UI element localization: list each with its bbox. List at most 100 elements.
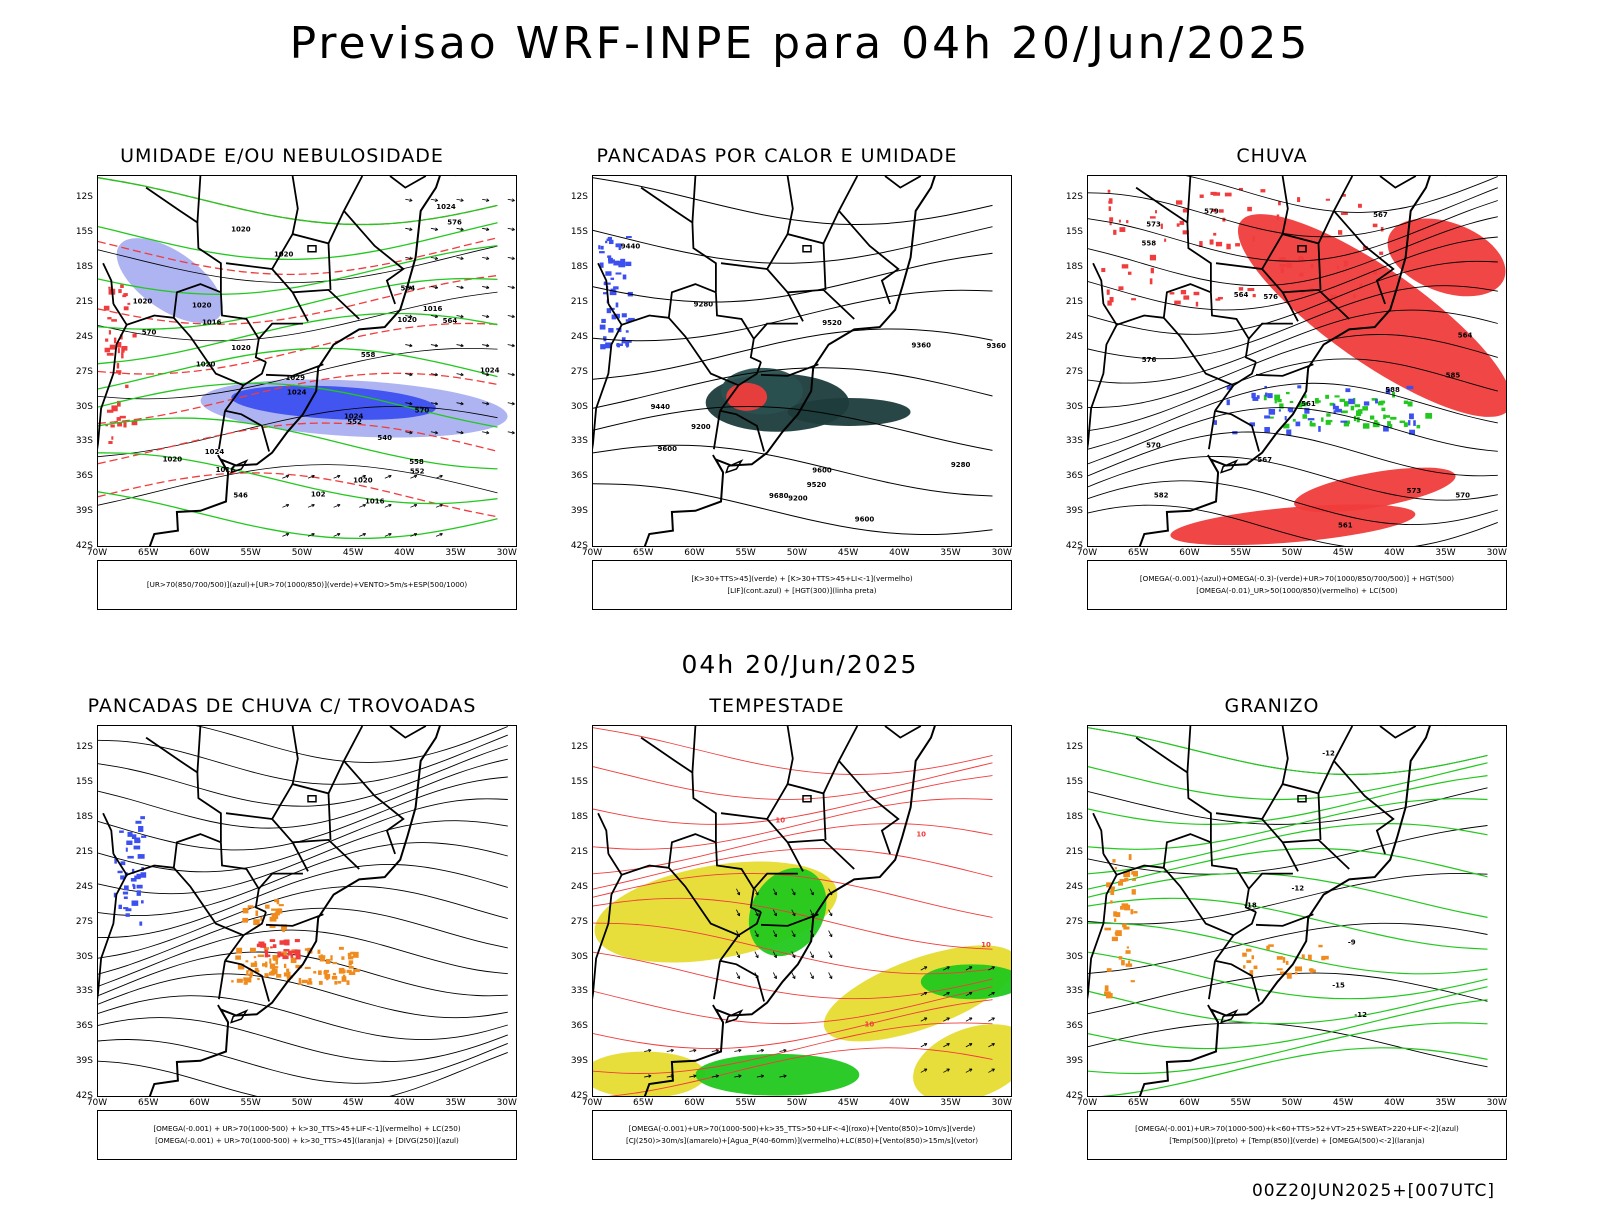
streamline-500hpa [1088, 309, 1498, 384]
contour-label: -9 [1348, 939, 1356, 947]
reservoir-outline [1297, 795, 1307, 803]
humidity-band-dark [231, 385, 436, 420]
wind-vector [711, 1075, 719, 1078]
divergence-pixels [122, 891, 129, 895]
wind-vector [482, 198, 490, 202]
showers-pixels [257, 954, 265, 958]
country-border [291, 288, 360, 322]
contour-label: 9680 [769, 492, 789, 500]
country-border [1379, 176, 1417, 189]
wind-vector [920, 1017, 928, 1022]
temperature-850hpa [1088, 798, 1488, 850]
wind-vector [693, 1048, 697, 1053]
latitude-tick-label: 15S [75, 777, 93, 788]
showers-pixels [231, 980, 234, 983]
rain-pixels [1298, 256, 1303, 263]
showers-pixels [275, 958, 279, 965]
red-pixels [104, 347, 110, 353]
rain-pixels [1109, 217, 1114, 222]
latitude-tick-label: 21S [570, 846, 588, 857]
wind-vector [507, 286, 515, 289]
wind-vector [384, 504, 392, 508]
latitude-tick-label: 42S [570, 1091, 588, 1101]
wind-vector [409, 314, 413, 319]
wind-vector [456, 402, 464, 405]
showers-pixels [269, 963, 276, 969]
lifted-index-pixels [625, 261, 632, 267]
country-border [1186, 176, 1192, 223]
lake-outline [229, 459, 249, 474]
streamline-250hpa [98, 864, 508, 939]
red-pixels [122, 294, 127, 298]
wind-vector [507, 344, 515, 347]
map-area: 588 585 582 579 576 573 570 567 564 561 558 576 573 5… [1087, 175, 1507, 547]
thunderstorm-pixels [283, 949, 290, 952]
wind-vector [405, 431, 413, 434]
wind-vector [943, 1017, 950, 1022]
streamline-250hpa [98, 907, 508, 975]
country-border [1248, 322, 1293, 340]
latitude-tick-label: 42S [75, 541, 93, 551]
country-border [667, 283, 739, 387]
showers-pixels [348, 962, 352, 966]
map-svg: 9680 9600 9520 9440 9360 9600 9520 9440 9360 9280… [593, 176, 1006, 546]
longitude-tick-label: 50W [786, 548, 808, 558]
omega-strong-pixels [1325, 394, 1330, 399]
omega-strong-pixels [1341, 410, 1348, 414]
wind-vector [409, 285, 413, 290]
country-border [258, 322, 303, 340]
longitude-tick-label: 30W [1486, 1098, 1507, 1108]
legend-line-1: [K>30+TTS>45](verde) + [K>30+TTS>45+LI<-… [691, 574, 913, 583]
lifted-index-pixels [625, 330, 629, 333]
longitude-tick-label: 40W [394, 1098, 415, 1108]
latitude-tick-label: 36S [570, 1021, 588, 1032]
rain-pixels [1108, 198, 1113, 204]
wind-vector [282, 533, 289, 537]
wind-vector [507, 373, 515, 376]
rain-pixels [1106, 289, 1110, 295]
wind-vector [773, 933, 777, 938]
streamline-500hpa [1088, 236, 1498, 311]
panel-hail: GRANIZO -12 -12 -12 -15 -18 -9 12S 15S 18S 21S 24… [1037, 695, 1507, 1210]
wind-vector [791, 972, 796, 979]
wind-vector [307, 533, 315, 537]
omega-500-pixels [1119, 879, 1126, 882]
lake-outline [1219, 1009, 1239, 1024]
divergence-pixels [127, 855, 134, 859]
wind-vector [434, 198, 439, 202]
country-border [712, 454, 724, 473]
humidity-contour [98, 382, 498, 428]
wind-vector [791, 930, 796, 938]
wind-vector [337, 474, 341, 479]
lifted-index-pixels [616, 342, 620, 348]
longitude-tick-label: 70W [581, 548, 603, 558]
omega-weak-pixels [1340, 420, 1348, 423]
wind-vector [991, 991, 995, 996]
latitude-tick-label: 27S [570, 366, 588, 377]
country-border [593, 324, 623, 450]
rain-pixels [1149, 216, 1156, 219]
showers-pixels [246, 970, 249, 976]
omega-500-pixels [1111, 936, 1118, 942]
height-contour-300hpa [593, 483, 993, 536]
contour-label: 10 [981, 941, 991, 949]
wind-vector [460, 198, 464, 202]
wind-vector [965, 1043, 973, 1048]
wind-vector [943, 1043, 950, 1048]
contour-label: 1024 [287, 389, 307, 397]
contour-label: 561 [1301, 400, 1316, 408]
wind-vector [689, 1049, 697, 1052]
wind-vector [809, 909, 814, 917]
showers-pixels [242, 907, 249, 914]
temperature-850hpa [1088, 986, 1488, 1025]
wind-vector [755, 954, 759, 959]
omega-strong-pixels [1383, 414, 1386, 420]
country-border [225, 262, 273, 270]
red-pixels [105, 338, 109, 342]
wind-vector [736, 888, 740, 896]
map-svg: -12 -12 -12 -15 -18 -9 [1088, 726, 1488, 1096]
showers-pixels [353, 968, 360, 972]
humidity-contour [98, 417, 498, 470]
wind-vector [946, 1043, 950, 1047]
forecast-time: 04h 20/Jun/2025 [681, 650, 919, 679]
